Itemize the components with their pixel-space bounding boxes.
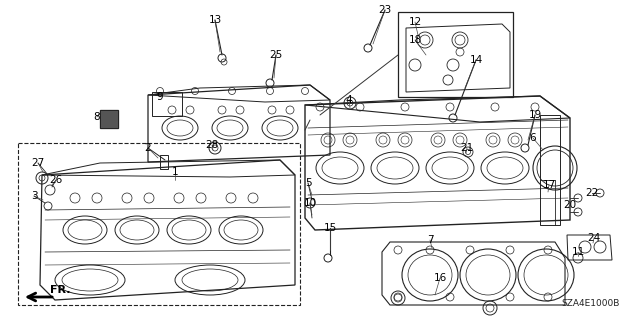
Polygon shape [100,110,118,128]
Text: 7: 7 [427,235,433,245]
Text: 4: 4 [346,95,352,105]
Text: 22: 22 [586,188,598,198]
Text: 25: 25 [269,50,283,60]
Text: 19: 19 [529,110,541,120]
Text: 12: 12 [408,17,422,27]
Text: 3: 3 [31,191,37,201]
Bar [160,155,168,169]
Text: 2: 2 [145,143,151,153]
Bar [398,12,513,97]
Text: 28: 28 [205,140,219,150]
Text: 5: 5 [305,178,311,188]
Text: 23: 23 [378,5,392,15]
Text: 13: 13 [209,15,221,25]
Text: 18: 18 [408,35,422,45]
Text: 16: 16 [433,273,447,283]
Text: FR.: FR. [50,285,70,295]
Text: 26: 26 [49,175,63,185]
Bar [100,110,118,128]
Text: 21: 21 [460,143,474,153]
Text: 17: 17 [542,180,556,190]
Bar [152,92,182,116]
Text: 10: 10 [303,198,317,208]
Text: 15: 15 [323,223,337,233]
Text: 9: 9 [157,92,163,102]
Text: 1: 1 [172,167,179,177]
Text: 11: 11 [572,247,584,257]
Text: 6: 6 [530,133,536,143]
Text: 27: 27 [31,158,45,168]
Text: 24: 24 [588,233,600,243]
Text: SZA4E1000B: SZA4E1000B [562,299,620,308]
Text: 20: 20 [563,200,577,210]
Text: 14: 14 [469,55,483,65]
Text: 8: 8 [93,112,100,122]
Bar [18,143,300,305]
